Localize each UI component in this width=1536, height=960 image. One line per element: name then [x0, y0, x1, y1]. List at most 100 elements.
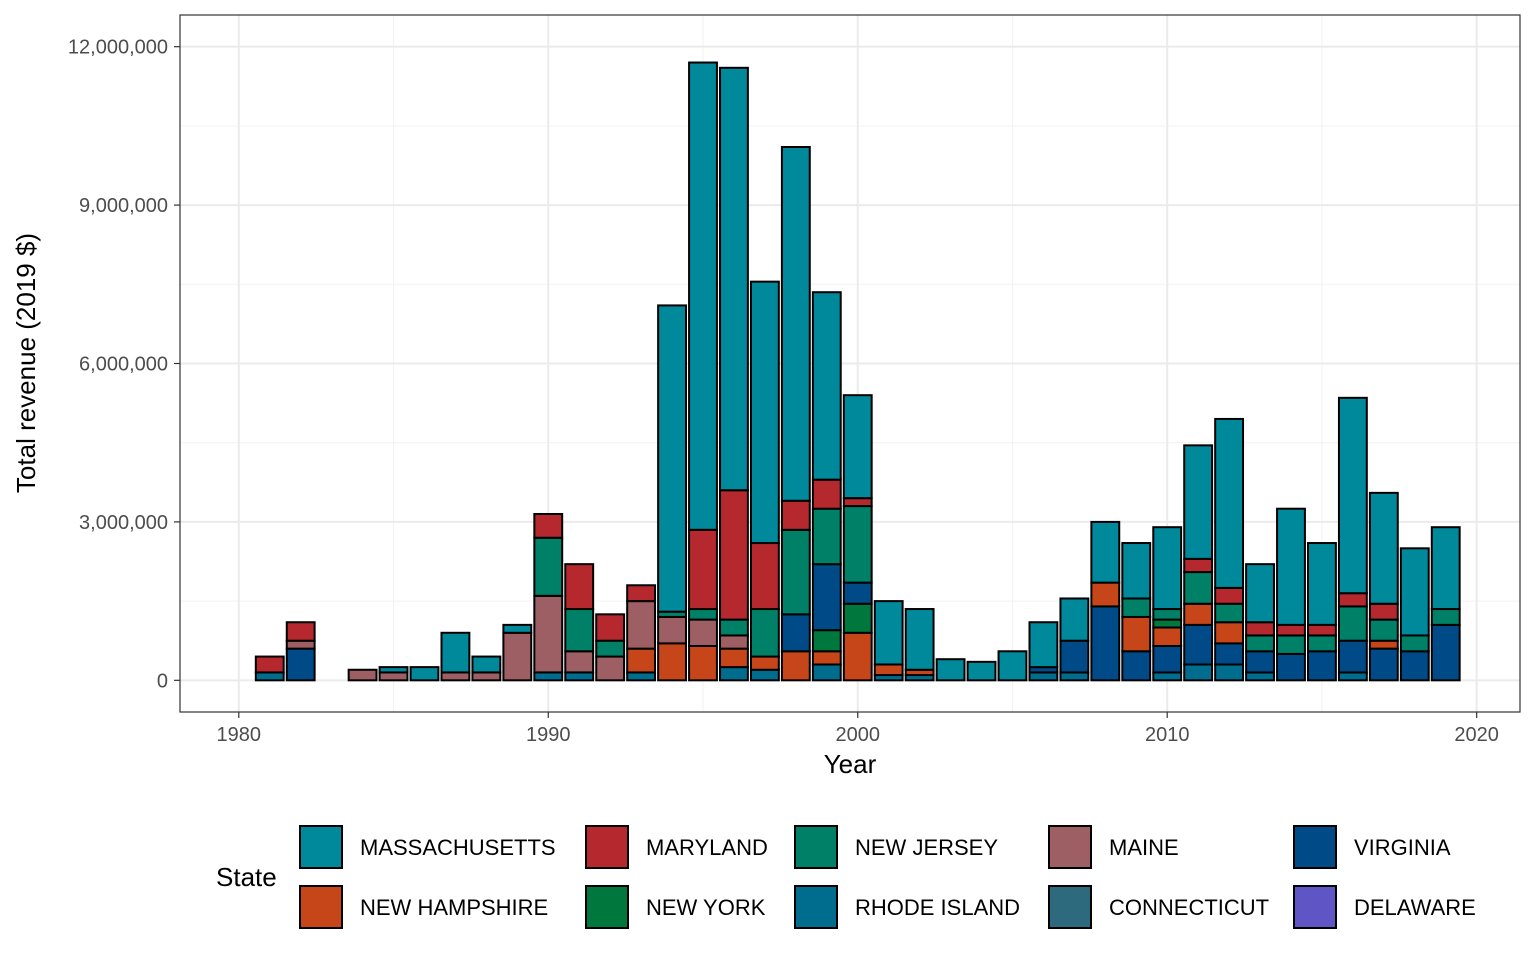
bar-segment [873, 663, 904, 677]
bar-segment [780, 528, 811, 616]
bar-segment [1245, 621, 1275, 637]
bar-segment [719, 66, 749, 492]
bar-segment [1152, 608, 1183, 621]
legend-swatch [794, 825, 838, 869]
bar-segment [595, 613, 626, 642]
bar-segment [1245, 563, 1275, 624]
bar-segment [657, 304, 687, 613]
x-axis: 1980 1990 2000 2010 2020 [217, 712, 1499, 746]
bar-segment [904, 608, 935, 671]
bar-segment [780, 650, 811, 682]
bar-segment [1121, 597, 1152, 618]
bar-segment [842, 497, 873, 508]
bar-segment [1028, 671, 1059, 682]
bar-segment [1152, 626, 1183, 647]
bar-segment [595, 655, 626, 682]
bar-segment [1430, 623, 1461, 682]
bar-segment [1399, 634, 1430, 653]
bar-segment [254, 655, 285, 674]
bar-segment [1368, 602, 1399, 621]
legend-swatch [1293, 885, 1337, 929]
bar-segment [347, 668, 378, 682]
bar-segment [1214, 417, 1245, 589]
bar-segment [749, 280, 780, 545]
bar-segment [1337, 592, 1368, 608]
bar-segment [719, 489, 749, 621]
bar-segment [1183, 571, 1214, 605]
legend-label: NEW HAMPSHIRE [360, 895, 548, 920]
bar-segment [749, 668, 780, 682]
bar-segment [1183, 623, 1214, 666]
bar-segment [842, 602, 873, 634]
bar-segment [440, 631, 471, 674]
bar-segment [719, 634, 749, 650]
legend-label: DELAWARE [1354, 895, 1476, 920]
bar-segment [471, 671, 502, 682]
bar-segment [780, 499, 811, 531]
bar-segment [1307, 650, 1337, 682]
bar-segment [1307, 623, 1337, 637]
bar-segment [1368, 639, 1399, 650]
bar-segment [1337, 396, 1368, 595]
bar-segment [842, 631, 873, 682]
bar-segment [1214, 602, 1245, 624]
bar-segment [1152, 671, 1183, 682]
legend-label: NEW YORK [646, 895, 766, 920]
bar-segment [1337, 639, 1368, 674]
bar-segment [626, 647, 657, 674]
x-axis-title: Year [824, 749, 877, 779]
bar-segment [595, 639, 626, 658]
y-tick-label: 9,000,000 [79, 195, 168, 217]
legend-swatch [299, 825, 343, 869]
bar-segment [749, 608, 780, 658]
bar-segment [1307, 634, 1337, 653]
bar-segment [285, 639, 316, 650]
bar-segment [1028, 621, 1059, 669]
x-tick-label: 2000 [835, 724, 880, 746]
y-axis: 0 3,000,000 6,000,000 9,000,000 12,000,000 [68, 37, 180, 692]
bar-segment [1183, 444, 1214, 560]
legend-label: VIRGINIA [1354, 835, 1451, 860]
bar-segment [1245, 671, 1275, 682]
legend-label: RHODE ISLAND [855, 895, 1020, 920]
bar-segment [811, 663, 842, 682]
bar-segment [409, 666, 440, 682]
bar-segment [1090, 520, 1121, 584]
bar-segment [1399, 547, 1430, 637]
bar-segment [1214, 663, 1245, 682]
legend-swatch [585, 885, 629, 929]
bar-segment [533, 536, 564, 597]
legend-swatch [1293, 825, 1337, 869]
legend-label: MARYLAND [646, 835, 768, 860]
bar-segment [719, 666, 749, 682]
bar-segment [533, 594, 564, 674]
x-tick-label: 1980 [217, 724, 262, 746]
bar-segment [1059, 671, 1090, 682]
bar-segment [657, 642, 687, 682]
bar-segment [1183, 602, 1214, 626]
bar-segment [688, 61, 718, 531]
y-tick-label: 3,000,000 [79, 512, 168, 534]
legend-swatch [1048, 885, 1092, 929]
bar-segment [1214, 642, 1245, 666]
bar-segment [1152, 644, 1183, 674]
bar-segment [719, 618, 749, 637]
bar-segment [1090, 581, 1121, 608]
legend-swatch [1048, 825, 1092, 869]
bar-segment [1276, 623, 1306, 637]
bar-segment [1090, 605, 1121, 682]
bar-segment [811, 478, 842, 510]
bar-segment [1245, 634, 1275, 653]
bar-segment [1121, 615, 1152, 653]
y-tick-label: 12,000,000 [68, 37, 168, 59]
legend-label: MAINE [1109, 835, 1179, 860]
bar-segment [378, 666, 409, 674]
bar-segment [1183, 663, 1214, 682]
bar-segment [254, 671, 285, 682]
bar-segment [471, 655, 502, 674]
bar-segment [811, 629, 842, 653]
bar-segment [811, 563, 842, 632]
bar-segment [564, 671, 595, 682]
bar-segment [378, 671, 409, 682]
bar-segment [1245, 650, 1275, 674]
